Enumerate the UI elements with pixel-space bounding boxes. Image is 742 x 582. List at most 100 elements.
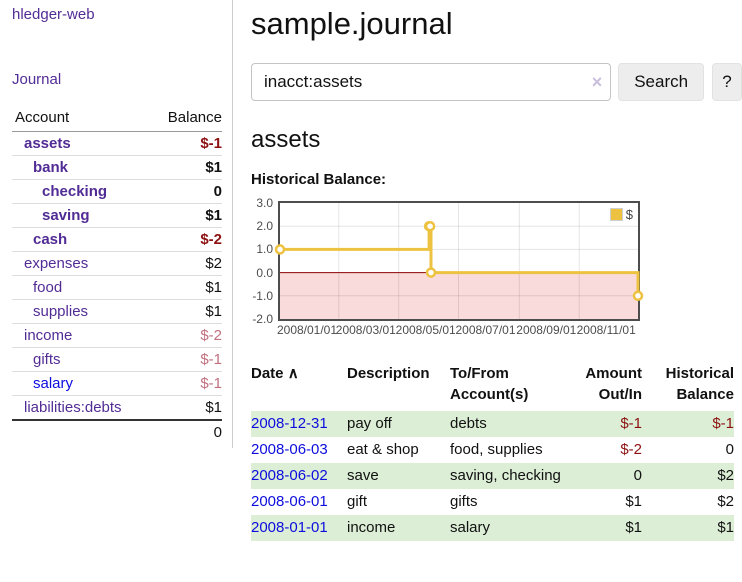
chart-heading: Historical Balance: xyxy=(251,171,387,188)
app-title-link[interactable]: hledger-web xyxy=(12,6,95,23)
account-row: cash $-2 xyxy=(12,227,222,252)
register-header-description: Description xyxy=(347,365,430,382)
account-row: liabilities:debts $1 xyxy=(12,395,222,420)
transaction-date-link[interactable]: 2008-12-31 xyxy=(251,415,328,432)
register-table: Date ∧ Description To/From Account(s) Am… xyxy=(251,361,734,541)
register-header-date[interactable]: Date ∧ xyxy=(251,365,299,382)
y-axis-tick-label: -2.0 xyxy=(252,312,273,326)
sidebar-item-journal[interactable]: Journal xyxy=(12,71,62,88)
y-axis-tick-label: -1.0 xyxy=(252,288,273,303)
account-row: salary $-1 xyxy=(12,371,222,396)
chart-x-axis: 2008/01/01 2008/03/01 2008/05/01 2008/07/01… xyxy=(277,323,665,340)
transaction-balance: $-1 xyxy=(712,415,734,432)
x-axis-tick-label: 2008/09/01 xyxy=(516,323,577,337)
help-button[interactable]: ? xyxy=(712,63,742,101)
legend-swatch-icon xyxy=(609,208,623,221)
account-link-gifts[interactable]: gifts xyxy=(33,351,61,368)
main-content: sample.journal × Search ? assets Histori… xyxy=(251,0,742,541)
register-body: 2008-12-31 pay off debts $-1 $-1 2008-06-03 ea… xyxy=(251,411,734,541)
accounts-header-balance: Balance xyxy=(149,105,222,132)
transaction-row: 2008-01-01 income salary $1 $1 xyxy=(251,515,734,541)
transaction-balance: $2 xyxy=(717,493,734,510)
x-axis-tick-label: 2008/07/01 xyxy=(455,323,516,337)
accounts-table: Account Balance assets $-1 bank $1 checking 0… xyxy=(12,105,222,444)
transaction-row: 2008-06-03 eat & shop food, supplies $-2 0 xyxy=(251,437,734,463)
account-link-liabilities-debts[interactable]: liabilities:debts xyxy=(24,399,122,416)
transaction-date-link[interactable]: 2008-06-03 xyxy=(251,441,328,458)
accounts-header-account: Account xyxy=(12,105,150,132)
transaction-accounts: gifts xyxy=(450,493,478,510)
account-balance: $-1 xyxy=(149,347,222,372)
balance-chart-plot: $ xyxy=(274,201,644,321)
account-row: assets $-1 xyxy=(12,132,222,156)
account-balance: $2 xyxy=(149,251,222,276)
y-axis-tick-label: 1.0 xyxy=(256,242,273,257)
sidebar: hledger-web Journal Account Balance asse… xyxy=(0,0,233,448)
account-balance: $1 xyxy=(149,275,222,300)
account-balance: $-1 xyxy=(200,135,222,152)
accounts-total-row: 0 xyxy=(12,419,222,444)
account-row: expenses $2 xyxy=(12,251,222,276)
transaction-row: 2008-06-01 gift gifts $1 $2 xyxy=(251,489,734,515)
balance-chart-svg xyxy=(274,203,644,319)
x-axis-tick-label: 2008/01/01 xyxy=(276,323,338,337)
transaction-description: save xyxy=(347,467,379,484)
search-input[interactable] xyxy=(251,63,612,101)
x-axis-tick-label: 2008/11/01 xyxy=(576,323,636,337)
y-axis-tick-label: 0.0 xyxy=(256,265,273,280)
account-link-food[interactable]: food xyxy=(33,279,63,296)
account-row: gifts $-1 xyxy=(12,347,222,372)
page-title: sample.journal xyxy=(251,6,453,41)
account-link-supplies[interactable]: supplies xyxy=(33,303,89,320)
transaction-accounts: debts xyxy=(450,415,487,432)
account-balance: $1 xyxy=(149,395,222,420)
transaction-date-link[interactable]: 2008-01-01 xyxy=(251,519,328,536)
transaction-amount: $1 xyxy=(625,519,642,536)
transaction-date-link[interactable]: 2008-06-01 xyxy=(251,493,328,510)
account-link-cash[interactable]: cash xyxy=(33,231,68,248)
register-header-amount: Amount Out/In xyxy=(585,365,642,403)
transaction-row: 2008-12-31 pay off debts $-1 $-1 xyxy=(251,411,734,437)
clear-search-icon[interactable]: × xyxy=(591,72,603,92)
x-axis-tick-label: 2008/05/01 xyxy=(395,323,456,337)
sort-ascending-icon: ∧ xyxy=(287,365,299,382)
account-link-assets[interactable]: assets xyxy=(24,135,71,152)
transaction-amount: 0 xyxy=(633,467,642,484)
transaction-accounts: saving, checking xyxy=(450,467,561,484)
register-header-accounts: To/From Account(s) xyxy=(450,365,529,403)
account-link-bank[interactable]: bank xyxy=(33,159,69,176)
accounts-total-balance: 0 xyxy=(149,419,222,444)
account-row: saving $1 xyxy=(12,203,222,228)
chart-legend: $ xyxy=(607,206,635,223)
legend-label: $ xyxy=(625,207,633,222)
transaction-description: income xyxy=(347,519,396,536)
account-link-saving[interactable]: saving xyxy=(42,207,90,224)
y-axis-tick-label: 3.0 xyxy=(256,196,273,210)
transaction-amount: $-1 xyxy=(620,415,642,432)
y-axis-tick-label: 2.0 xyxy=(256,219,273,234)
search-button[interactable]: Search xyxy=(618,63,705,101)
account-balance: $-2 xyxy=(149,323,222,348)
transaction-amount: $-2 xyxy=(620,441,642,458)
transaction-balance: $1 xyxy=(717,519,734,536)
account-link-checking[interactable]: checking xyxy=(42,183,108,200)
account-balance: $1 xyxy=(149,155,222,180)
transaction-description: pay off xyxy=(347,415,392,432)
account-row: income $-2 xyxy=(12,323,222,348)
transaction-accounts: food, supplies xyxy=(450,441,543,458)
transaction-balance: 0 xyxy=(725,441,734,458)
account-row: checking 0 xyxy=(12,179,222,204)
account-balance: $1 xyxy=(149,299,222,324)
transaction-description: eat & shop xyxy=(347,441,419,458)
transaction-balance: $2 xyxy=(717,467,734,484)
accounts-body: assets $-1 bank $1 checking 0 saving $1 cash $-2 e… xyxy=(12,132,222,420)
transaction-row: 2008-06-02 save saving, checking 0 $2 xyxy=(251,463,734,489)
x-axis-tick-label: 2008/03/01 xyxy=(335,323,396,337)
account-balance: 0 xyxy=(149,179,222,204)
account-link-salary[interactable]: salary xyxy=(33,375,74,392)
transaction-accounts: salary xyxy=(450,519,491,536)
account-link-expenses[interactable]: expenses xyxy=(24,255,89,272)
page: hledger-web Journal Account Balance asse… xyxy=(0,0,742,541)
account-link-income[interactable]: income xyxy=(24,327,73,344)
transaction-date-link[interactable]: 2008-06-02 xyxy=(251,467,328,484)
